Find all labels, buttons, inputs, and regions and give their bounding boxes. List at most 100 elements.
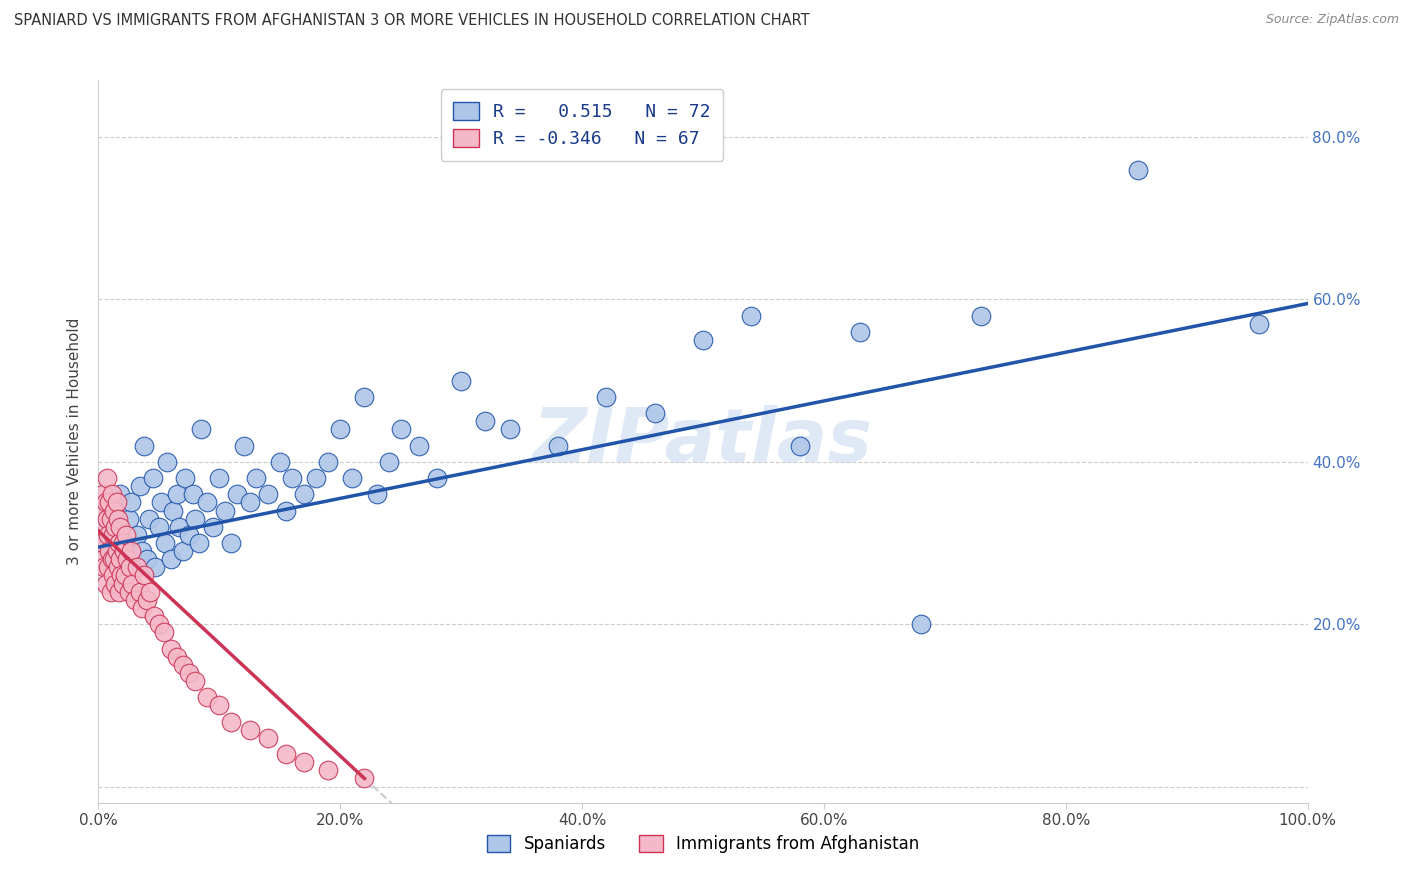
Point — [138, 511, 160, 525]
Point — [118, 584, 141, 599]
Point — [389, 422, 412, 436]
Point — [292, 487, 315, 501]
Point — [239, 495, 262, 509]
Point — [124, 560, 146, 574]
Point — [148, 617, 170, 632]
Point — [108, 552, 131, 566]
Y-axis label: 3 or more Vehicles in Household: 3 or more Vehicles in Household — [67, 318, 83, 566]
Point — [474, 414, 496, 428]
Point — [127, 560, 149, 574]
Point — [190, 422, 212, 436]
Point — [104, 520, 127, 534]
Point — [110, 568, 132, 582]
Point — [120, 544, 142, 558]
Point — [172, 544, 194, 558]
Point — [120, 495, 142, 509]
Point — [117, 552, 139, 566]
Point — [353, 390, 375, 404]
Point — [172, 657, 194, 672]
Point — [91, 503, 114, 517]
Point — [221, 536, 243, 550]
Point — [547, 439, 569, 453]
Point — [91, 487, 114, 501]
Point — [108, 536, 131, 550]
Point — [114, 536, 136, 550]
Point — [740, 309, 762, 323]
Text: ZIPatlas: ZIPatlas — [533, 405, 873, 478]
Point — [239, 723, 262, 737]
Point — [153, 536, 176, 550]
Point — [366, 487, 388, 501]
Point — [256, 487, 278, 501]
Point — [148, 520, 170, 534]
Point — [101, 503, 124, 517]
Point — [127, 528, 149, 542]
Point — [96, 471, 118, 485]
Point — [135, 552, 157, 566]
Point — [274, 747, 297, 761]
Point — [214, 503, 236, 517]
Point — [849, 325, 872, 339]
Point — [274, 503, 297, 517]
Point — [644, 406, 666, 420]
Point — [1128, 162, 1150, 177]
Point — [498, 422, 520, 436]
Point — [195, 690, 218, 705]
Point — [316, 455, 339, 469]
Point — [94, 495, 117, 509]
Point — [108, 520, 131, 534]
Point — [93, 536, 115, 550]
Point — [94, 576, 117, 591]
Point — [292, 755, 315, 769]
Point — [111, 576, 134, 591]
Point — [105, 544, 128, 558]
Point — [104, 576, 127, 591]
Point — [970, 309, 993, 323]
Point — [150, 495, 173, 509]
Point — [166, 649, 188, 664]
Point — [426, 471, 449, 485]
Point — [100, 511, 122, 525]
Point — [143, 560, 166, 574]
Point — [134, 568, 156, 582]
Point — [408, 439, 430, 453]
Point — [118, 511, 141, 525]
Point — [112, 544, 135, 558]
Point — [174, 471, 197, 485]
Point — [179, 528, 201, 542]
Point — [156, 455, 179, 469]
Point — [124, 592, 146, 607]
Legend: Spaniards, Immigrants from Afghanistan: Spaniards, Immigrants from Afghanistan — [481, 828, 925, 860]
Point — [118, 560, 141, 574]
Point — [103, 552, 125, 566]
Point — [269, 455, 291, 469]
Point — [107, 560, 129, 574]
Point — [111, 536, 134, 550]
Point — [1249, 317, 1271, 331]
Point — [377, 455, 399, 469]
Point — [100, 584, 122, 599]
Point — [96, 520, 118, 534]
Point — [96, 511, 118, 525]
Point — [93, 520, 115, 534]
Text: SPANIARD VS IMMIGRANTS FROM AFGHANISTAN 3 OR MORE VEHICLES IN HOUSEHOLD CORRELAT: SPANIARD VS IMMIGRANTS FROM AFGHANISTAN … — [14, 13, 810, 29]
Point — [131, 601, 153, 615]
Point — [90, 536, 112, 550]
Point — [187, 536, 209, 550]
Point — [101, 568, 124, 582]
Point — [169, 520, 191, 534]
Point — [121, 576, 143, 591]
Point — [100, 552, 122, 566]
Point — [195, 495, 218, 509]
Point — [91, 552, 114, 566]
Point — [152, 625, 174, 640]
Point — [128, 584, 150, 599]
Point — [316, 764, 339, 778]
Point — [131, 544, 153, 558]
Point — [97, 560, 120, 574]
Point — [162, 503, 184, 517]
Point — [305, 471, 328, 485]
Point — [115, 528, 138, 542]
Point — [181, 487, 204, 501]
Point — [139, 584, 162, 599]
